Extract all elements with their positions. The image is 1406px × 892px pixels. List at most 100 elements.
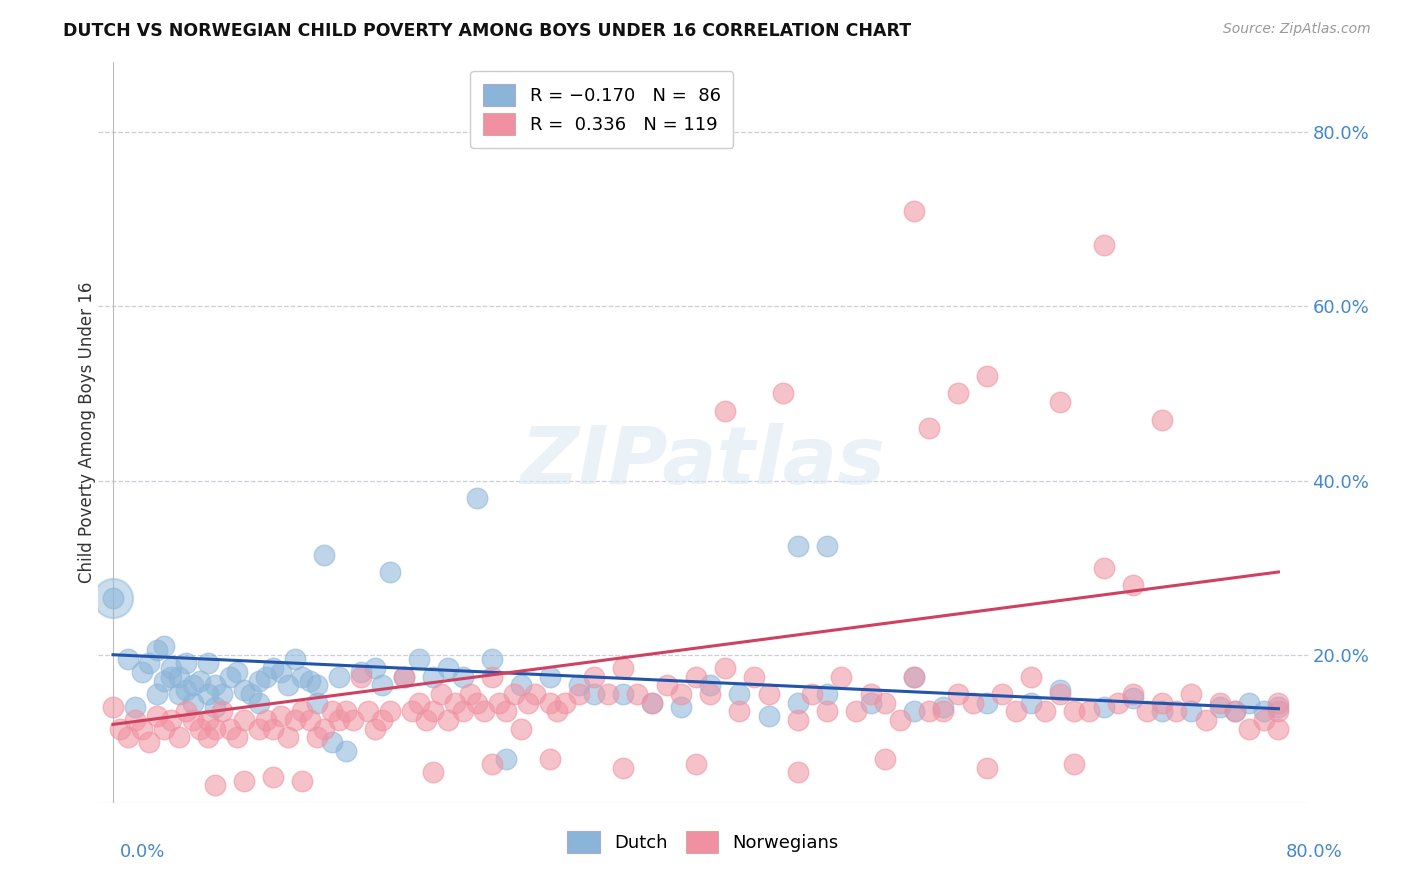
Point <box>153 639 176 653</box>
Point <box>481 669 503 683</box>
Point <box>422 669 444 683</box>
Point <box>1136 704 1159 718</box>
Point <box>509 678 531 692</box>
Point <box>437 661 460 675</box>
Point <box>786 696 808 710</box>
Point <box>174 682 197 697</box>
Point <box>350 669 373 683</box>
Text: DUTCH VS NORWEGIAN CHILD POVERTY AMONG BOYS UNDER 16 CORRELATION CHART: DUTCH VS NORWEGIAN CHILD POVERTY AMONG B… <box>63 22 911 40</box>
Point <box>524 687 547 701</box>
Point <box>1078 704 1101 718</box>
Point <box>742 669 765 683</box>
Point <box>190 673 212 688</box>
Point <box>270 708 292 723</box>
Point <box>270 665 292 680</box>
Point <box>350 665 373 680</box>
Point <box>669 700 692 714</box>
Point <box>233 682 256 697</box>
Point <box>1239 722 1261 736</box>
Text: 80.0%: 80.0% <box>1286 843 1343 861</box>
Point <box>481 652 503 666</box>
Point <box>160 661 183 675</box>
Point <box>181 696 204 710</box>
Point <box>190 722 212 736</box>
Point <box>167 669 190 683</box>
Point <box>401 704 423 718</box>
Point <box>976 369 998 384</box>
Point <box>298 673 321 688</box>
Y-axis label: Child Poverty Among Boys Under 16: Child Poverty Among Boys Under 16 <box>79 282 96 583</box>
Point <box>714 404 737 418</box>
Point <box>357 704 380 718</box>
Point <box>160 669 183 683</box>
Point <box>1223 704 1246 718</box>
Point <box>422 765 444 780</box>
Point <box>167 687 190 701</box>
Text: ZIPatlas: ZIPatlas <box>520 423 886 501</box>
Point <box>932 700 955 714</box>
Point <box>488 696 510 710</box>
Point <box>714 661 737 675</box>
Point <box>254 669 277 683</box>
Point <box>1107 696 1129 710</box>
Point <box>685 756 707 771</box>
Point <box>364 722 387 736</box>
Point <box>875 696 897 710</box>
Point <box>305 696 328 710</box>
Point <box>153 722 176 736</box>
Point <box>815 704 838 718</box>
Point <box>225 731 247 745</box>
Point <box>305 731 328 745</box>
Point <box>758 708 780 723</box>
Point <box>1267 700 1289 714</box>
Point <box>830 669 852 683</box>
Point <box>101 591 124 606</box>
Point <box>138 735 160 749</box>
Point <box>554 696 576 710</box>
Point <box>1063 704 1085 718</box>
Point <box>1092 700 1115 714</box>
Point <box>247 722 270 736</box>
Point <box>976 761 998 775</box>
Point <box>1150 696 1173 710</box>
Point <box>167 731 190 745</box>
Point <box>1122 578 1144 592</box>
Point <box>976 696 998 710</box>
Point <box>218 669 240 683</box>
Point <box>211 704 233 718</box>
Point <box>335 743 357 757</box>
Point <box>422 704 444 718</box>
Point <box>1267 704 1289 718</box>
Point <box>1092 238 1115 252</box>
Point <box>568 687 591 701</box>
Point <box>218 722 240 736</box>
Point <box>101 700 124 714</box>
Point <box>335 704 357 718</box>
Point <box>240 687 263 701</box>
Legend: Dutch, Norwegians: Dutch, Norwegians <box>560 824 846 861</box>
Point <box>903 203 925 218</box>
Point <box>247 696 270 710</box>
Point <box>495 704 517 718</box>
Point <box>394 669 416 683</box>
Point <box>495 752 517 766</box>
Point <box>314 548 336 562</box>
Point <box>699 687 721 701</box>
Text: Source: ZipAtlas.com: Source: ZipAtlas.com <box>1223 22 1371 37</box>
Point <box>1180 687 1202 701</box>
Point <box>197 731 219 745</box>
Point <box>546 704 568 718</box>
Point <box>131 665 153 680</box>
Point <box>291 704 314 718</box>
Point <box>437 713 460 727</box>
Point <box>481 756 503 771</box>
Point <box>408 652 430 666</box>
Point <box>1005 704 1028 718</box>
Point <box>1150 412 1173 426</box>
Point <box>291 774 314 789</box>
Point <box>110 722 132 736</box>
Point <box>1253 704 1275 718</box>
Point <box>728 704 751 718</box>
Point <box>429 687 451 701</box>
Point <box>918 421 941 435</box>
